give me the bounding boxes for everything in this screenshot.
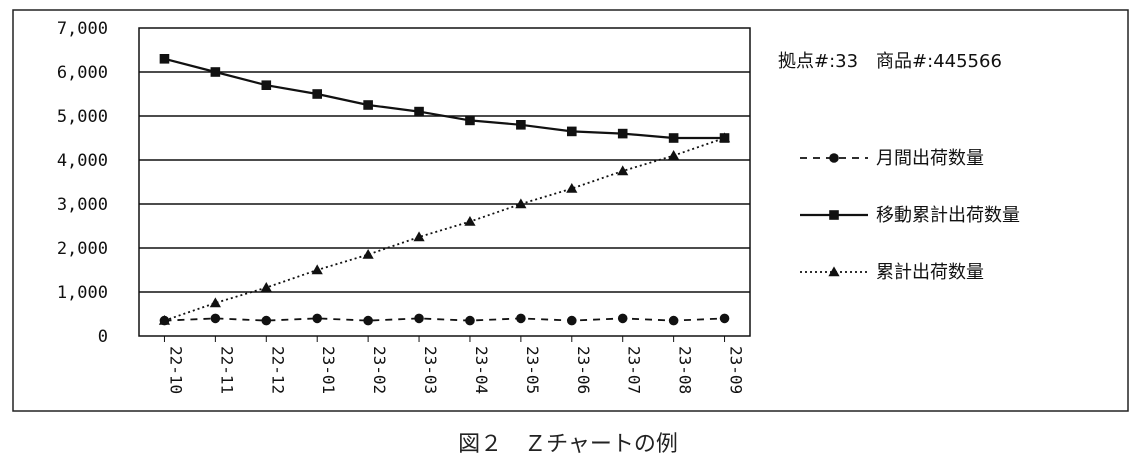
figure-caption: 図２ Ｚチャートの例 bbox=[458, 432, 678, 457]
data-point bbox=[312, 89, 323, 99]
series-layer bbox=[158, 54, 731, 326]
x-tick-label: 23-02 bbox=[370, 346, 389, 394]
y-tick-label: 7,000 bbox=[57, 19, 108, 39]
y-tick-label: 2,000 bbox=[57, 239, 108, 259]
x-tick-label: 22-11 bbox=[217, 346, 236, 394]
data-point bbox=[617, 165, 629, 176]
series-line bbox=[164, 137, 725, 322]
data-point bbox=[158, 315, 171, 325]
series-line bbox=[164, 317, 725, 322]
series-square bbox=[159, 54, 730, 143]
data-point bbox=[516, 120, 526, 130]
data-point bbox=[261, 315, 272, 326]
data-point bbox=[617, 128, 628, 139]
data-point bbox=[718, 132, 731, 143]
data-point bbox=[210, 67, 221, 77]
data-point bbox=[261, 80, 272, 90]
x-tick-label: 23-09 bbox=[727, 346, 746, 394]
data-point bbox=[516, 313, 526, 324]
data-point bbox=[566, 126, 577, 137]
legend-marker bbox=[828, 266, 840, 277]
legend-item: 月間出荷数量 bbox=[800, 148, 984, 169]
y-axis: 0 1,000 2,000 3,000 4,000 5,000 6,000 7,000 bbox=[57, 19, 108, 347]
data-point bbox=[312, 313, 323, 324]
data-point bbox=[363, 100, 373, 110]
y-tick-label: 4,000 bbox=[57, 151, 108, 171]
x-tick-label: 23-06 bbox=[574, 346, 593, 394]
x-tick-label: 23-04 bbox=[472, 346, 491, 394]
data-point bbox=[465, 315, 475, 326]
x-tick-label: 23-01 bbox=[319, 346, 338, 394]
data-point bbox=[668, 315, 679, 326]
info-text: 拠点#:33 商品#:445566 bbox=[778, 51, 1002, 72]
legend-label: 累計出荷数量 bbox=[876, 262, 984, 283]
legend-label: 移動累計出荷数量 bbox=[876, 205, 1020, 226]
data-point bbox=[362, 249, 374, 259]
x-tick-label: 22-10 bbox=[166, 346, 185, 394]
legend-item: 累計出荷数量 bbox=[800, 262, 984, 283]
y-tick-label: 1,000 bbox=[57, 283, 108, 303]
legend-item: 移動累計出荷数量 bbox=[800, 205, 1020, 226]
data-point bbox=[464, 216, 476, 226]
data-point bbox=[159, 54, 170, 64]
data-point bbox=[617, 313, 628, 324]
legend-label: 月間出荷数量 bbox=[876, 148, 984, 169]
data-point bbox=[311, 264, 323, 275]
x-tick-label: 23-07 bbox=[625, 346, 644, 394]
data-point bbox=[668, 150, 680, 160]
x-tick-label: 23-03 bbox=[421, 346, 440, 394]
x-tick-label: 23-08 bbox=[676, 346, 695, 394]
series-line bbox=[164, 57, 725, 140]
data-point bbox=[515, 198, 527, 209]
data-point bbox=[210, 313, 221, 324]
series-triangle bbox=[158, 132, 731, 325]
y-tick-label: 5,000 bbox=[57, 107, 108, 127]
data-point bbox=[414, 106, 424, 117]
data-point bbox=[719, 313, 730, 324]
y-tick-label: 3,000 bbox=[57, 195, 108, 215]
data-point bbox=[413, 231, 425, 242]
x-tick-label: 23-05 bbox=[523, 346, 542, 394]
data-point bbox=[363, 315, 373, 326]
data-point bbox=[260, 282, 272, 292]
data-point bbox=[668, 133, 679, 143]
data-point bbox=[414, 313, 424, 324]
data-point bbox=[209, 297, 221, 308]
legend-marker bbox=[829, 153, 839, 163]
plot-area bbox=[138, 27, 751, 337]
x-axis: 22-10 22-11 22-12 23-01 23-02 23-03 23-04 23-05… bbox=[163, 336, 746, 394]
data-point bbox=[566, 183, 578, 193]
y-tick-label: 0 bbox=[98, 327, 108, 347]
data-point bbox=[566, 315, 577, 326]
legend-marker bbox=[829, 210, 839, 220]
x-tick-label: 22-12 bbox=[268, 346, 287, 394]
data-point bbox=[465, 115, 475, 126]
y-tick-label: 6,000 bbox=[57, 63, 108, 83]
